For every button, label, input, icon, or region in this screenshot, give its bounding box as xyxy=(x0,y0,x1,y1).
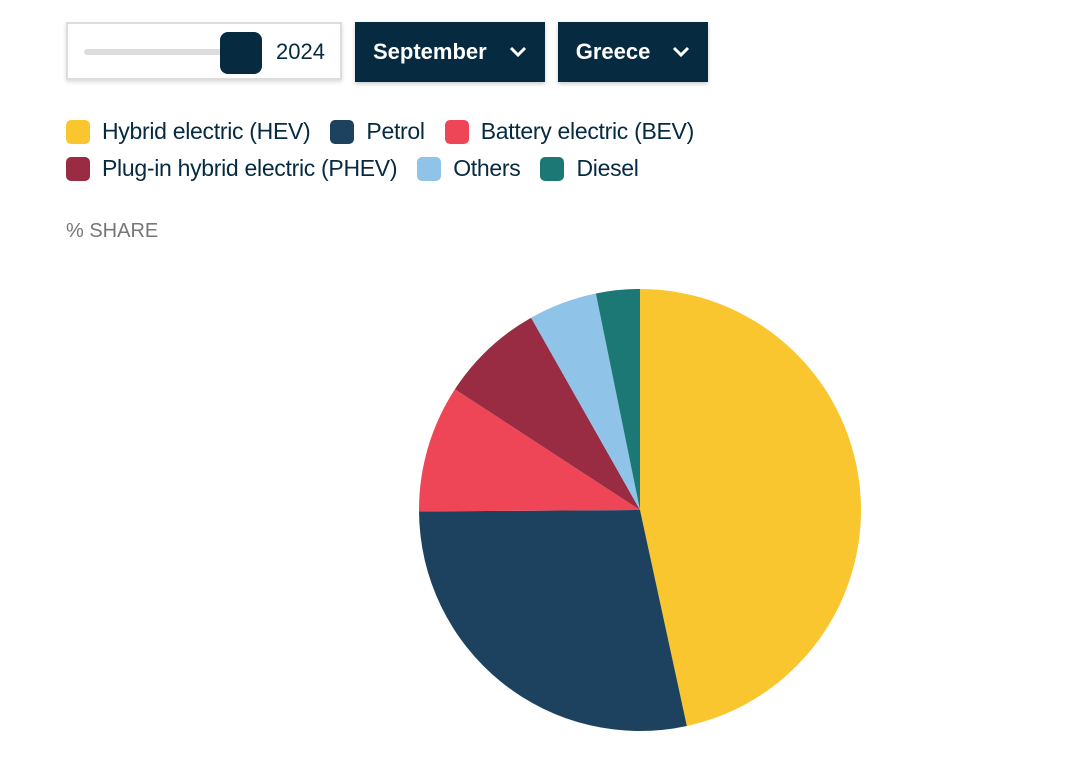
country-label: Greece xyxy=(575,39,651,64)
legend-label: Hybrid electric (HEV) xyxy=(102,118,311,144)
legend-label: Petrol xyxy=(366,118,425,144)
slider-track xyxy=(84,49,244,55)
legend-swatch xyxy=(66,119,90,144)
month-dropdown[interactable]: September xyxy=(355,22,545,82)
pie-slice xyxy=(454,317,640,510)
year-slider[interactable]: 2024 xyxy=(66,22,342,80)
legend-item: Battery electric (BEV) xyxy=(444,118,695,145)
slider-thumb[interactable] xyxy=(220,32,262,74)
legend-swatch xyxy=(540,156,565,181)
subtitle: % SHARE xyxy=(66,220,159,242)
legend-label: Plug-in hybrid electric (PHEV) xyxy=(102,155,398,181)
legend-item: Hybrid electric (HEV) xyxy=(66,118,311,145)
pie-slice xyxy=(419,510,687,731)
legend-label: Battery electric (BEV) xyxy=(480,118,695,144)
legend-swatch xyxy=(417,156,442,181)
month-label: September xyxy=(373,39,487,64)
legend-label: Others xyxy=(453,155,521,181)
pie-slice xyxy=(640,289,861,726)
pie-slice xyxy=(531,293,640,510)
chevron xyxy=(509,46,526,58)
legend-item: Petrol xyxy=(330,118,425,145)
legend-swatch xyxy=(66,156,90,181)
pie-slice xyxy=(419,389,640,512)
legend-swatch xyxy=(444,119,469,144)
legend-label: Diesel xyxy=(576,155,639,181)
legend-item: Others xyxy=(417,155,521,182)
pie-slice xyxy=(595,289,640,510)
legend-item: Plug-in hybrid electric (PHEV) xyxy=(66,155,398,182)
year-label: 2024 xyxy=(276,39,325,64)
legend-item: Diesel xyxy=(540,155,639,182)
legend: Hybrid electric (HEV) Petrol Battery elect… xyxy=(66,118,896,182)
legend-swatch xyxy=(330,119,355,144)
country-dropdown[interactable]: Greece xyxy=(557,22,709,82)
chevron xyxy=(673,46,690,58)
controls: 2024 September Greece xyxy=(66,22,709,82)
